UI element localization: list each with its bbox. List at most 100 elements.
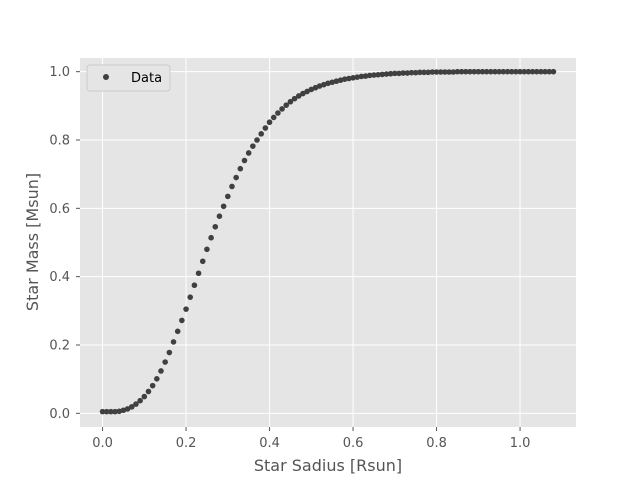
data-point: [513, 68, 519, 75]
data-point: [454, 68, 461, 75]
data-point: [479, 68, 486, 75]
data-point: [358, 73, 365, 80]
data-point: [154, 376, 160, 382]
data-point: [220, 203, 227, 210]
data-point: [450, 69, 457, 75]
data-point: [141, 393, 148, 400]
data-point: [383, 71, 390, 77]
data-point: [124, 406, 131, 412]
data-point: [179, 317, 185, 324]
data-point: [279, 106, 285, 112]
data-point: [542, 68, 548, 75]
data-point: [492, 68, 498, 75]
data-point: [417, 69, 423, 76]
data-point: [325, 80, 331, 87]
data-point: [170, 339, 177, 345]
data-point: [471, 68, 477, 75]
data-point: [379, 71, 386, 78]
data-point: [475, 68, 482, 75]
data-point: [258, 131, 265, 137]
data-point: [287, 98, 294, 105]
data-point: [533, 68, 540, 75]
data-point: [275, 110, 281, 116]
data-point: [496, 68, 502, 75]
x-tick-label: 0.2: [176, 436, 197, 451]
data-point: [137, 397, 143, 404]
data-point: [371, 72, 377, 78]
data-point: [500, 68, 507, 75]
y-axis-label: Star Mass [Msun]: [23, 173, 42, 311]
data-point: [400, 70, 406, 76]
y-tick-label: 0.0: [49, 407, 70, 422]
x-tick-label: 0.8: [426, 436, 447, 451]
x-tick-label: 1.0: [510, 436, 531, 451]
data-point: [341, 76, 348, 82]
data-point: [525, 68, 532, 75]
data-point: [262, 125, 269, 131]
data-point: [241, 157, 248, 164]
data-point: [254, 137, 260, 143]
data-point: [149, 382, 156, 389]
data-point: [266, 119, 273, 126]
data-point: [333, 78, 340, 85]
data-point: [158, 368, 164, 374]
data-point: [408, 69, 415, 76]
data-point: [467, 68, 473, 75]
x-tick-label: 0.6: [343, 436, 364, 451]
data-point: [429, 69, 436, 75]
data-point: [346, 75, 352, 82]
data-point: [375, 71, 381, 78]
data-point: [250, 143, 256, 149]
data-point: [362, 73, 369, 79]
data-point: [550, 68, 557, 75]
data-point: [204, 246, 210, 253]
data-point: [504, 68, 511, 75]
data-point: [283, 102, 290, 108]
data-point: [425, 69, 432, 76]
data-point: [103, 408, 110, 415]
data-point: [387, 70, 394, 77]
data-point: [521, 68, 528, 75]
data-point: [404, 70, 411, 76]
data-point: [508, 68, 515, 75]
data-point: [216, 213, 223, 219]
data-point: [442, 69, 448, 75]
data-point: [392, 70, 398, 77]
y-tick-label: 0.2: [49, 339, 70, 354]
data-point: [187, 294, 194, 300]
data-point: [145, 388, 152, 395]
y-tick-label: 1.0: [49, 65, 70, 80]
data-point: [212, 223, 219, 230]
data-point: [529, 68, 536, 75]
data-point: [99, 408, 106, 415]
data-point: [295, 93, 302, 99]
data-point: [225, 193, 231, 200]
data-point: [546, 68, 553, 75]
data-point: [208, 234, 214, 241]
data-point: [162, 359, 168, 365]
data-point: [237, 165, 244, 172]
x-tick-label: 0.0: [92, 436, 113, 451]
legend: Data: [86, 64, 171, 92]
data-point: [433, 69, 440, 75]
data-point: [183, 306, 189, 312]
data-point: [291, 95, 298, 102]
data-point: [354, 74, 361, 80]
data-point: [538, 68, 544, 75]
legend-box: [86, 64, 171, 92]
data-point: [245, 150, 252, 156]
data-point: [412, 69, 419, 76]
y-axis-ticks: 0.0 0.2 0.4 0.6 0.8 1.0: [49, 65, 80, 422]
data-point: [366, 72, 373, 79]
data-point: [229, 183, 235, 190]
data-point: [462, 68, 469, 75]
plot-background: [80, 58, 576, 427]
y-tick-label: 0.6: [49, 202, 70, 217]
x-axis-ticks: 0.0 0.2 0.4 0.6 0.8 1.0: [92, 427, 530, 451]
data-point: [446, 69, 452, 75]
data-point: [437, 69, 444, 75]
data-point: [191, 282, 198, 289]
data-point: [133, 401, 139, 407]
y-tick-label: 0.4: [49, 270, 70, 285]
